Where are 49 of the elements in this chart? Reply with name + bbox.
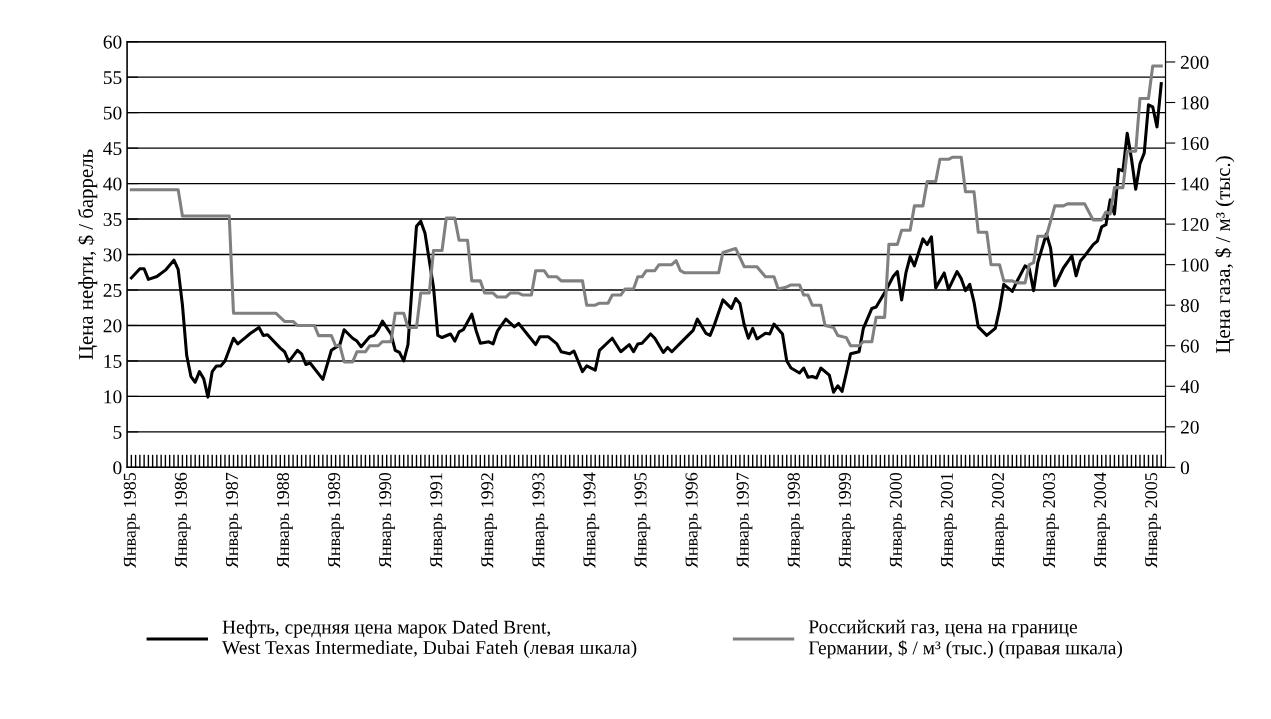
x-tick-label: Январь 1998 (787, 472, 804, 569)
x-tick-label: Январь 2000 (889, 472, 906, 569)
x-tick-label: Январь 1989 (327, 472, 344, 569)
y2-axis-title: Цена газа, $ / м³ (тыс.) (1214, 156, 1235, 354)
y-tick-label: 20 (103, 319, 122, 333)
y-axis-title: Цена нефти, $ / баррель (77, 149, 98, 360)
y-tick-label: 60 (103, 35, 122, 49)
y-tick-label: 10 (104, 390, 122, 404)
x-tick-label: Январь 1997 (736, 472, 753, 569)
y2-tick-label: 160 (1181, 136, 1209, 150)
y2-tick-label: 120 (1181, 217, 1209, 232)
x-tick-label: Январь 1995 (634, 472, 651, 569)
x-tick-label: Январь 2004 (1094, 472, 1110, 569)
y-tick-label: 30 (103, 248, 122, 262)
x-tick-label: Январь 2002 (991, 473, 1008, 569)
x-tick-label: Январь 1992 (481, 473, 498, 569)
x-tick-label: Январь 1990 (379, 472, 395, 569)
x-tick-label: Январь 1994 (583, 472, 600, 569)
y-tick-label: 50 (103, 106, 122, 120)
y2-tick-label: 40 (1180, 380, 1199, 394)
y2-tick-label: 0 (1180, 461, 1190, 475)
y2-tick-label: 60 (1180, 339, 1199, 353)
x-tick-label: Январь 1985 (123, 472, 140, 569)
x-tick-label: Январь 1993 (532, 472, 549, 569)
y2-tick-label: 80 (1180, 299, 1199, 313)
x-tick-label: Январь 1996 (685, 472, 702, 569)
x-tick-label: Январь 1986 (174, 472, 191, 569)
legend-label: Нефть, средняя цена марок Dated Brent, West Texas Intermediate, Dubai Fateh (левая шкала) (222, 620, 637, 659)
y-tick-label: 55 (103, 71, 122, 85)
x-tick-label: Январь 1988 (276, 472, 293, 569)
x-tick-label: Январь 2001 (940, 473, 957, 569)
y-tick-label: 40 (103, 177, 122, 191)
y-tick-label: 35 (103, 212, 122, 226)
y2-tick-label: 20 (1180, 420, 1199, 434)
y-tick-label: 25 (103, 283, 122, 297)
x-tick-label: Январь 1991 (430, 473, 446, 569)
y-tick-label: 45 (103, 142, 122, 156)
y2-tick-label: 140 (1181, 177, 1209, 191)
y-tick-label: 0 (113, 461, 122, 475)
x-tick-label: Январь 1999 (838, 472, 855, 569)
x-tick-label: Январь 1987 (225, 472, 242, 569)
x-tick-label: Январь 2005 (1145, 472, 1161, 569)
x-tick-label: Январь 2003 (1042, 472, 1059, 569)
legend-label: Российский газ, цена на границе Германии, $ / м³ (тыс.) (правая шкала) (808, 619, 1123, 659)
y2-tick-label: 180 (1181, 96, 1209, 110)
y-tick-label: 5 (113, 425, 122, 439)
y2-tick-label: 100 (1181, 258, 1209, 272)
y-tick-label: 15 (104, 354, 122, 368)
y2-tick-label: 200 (1180, 55, 1209, 69)
